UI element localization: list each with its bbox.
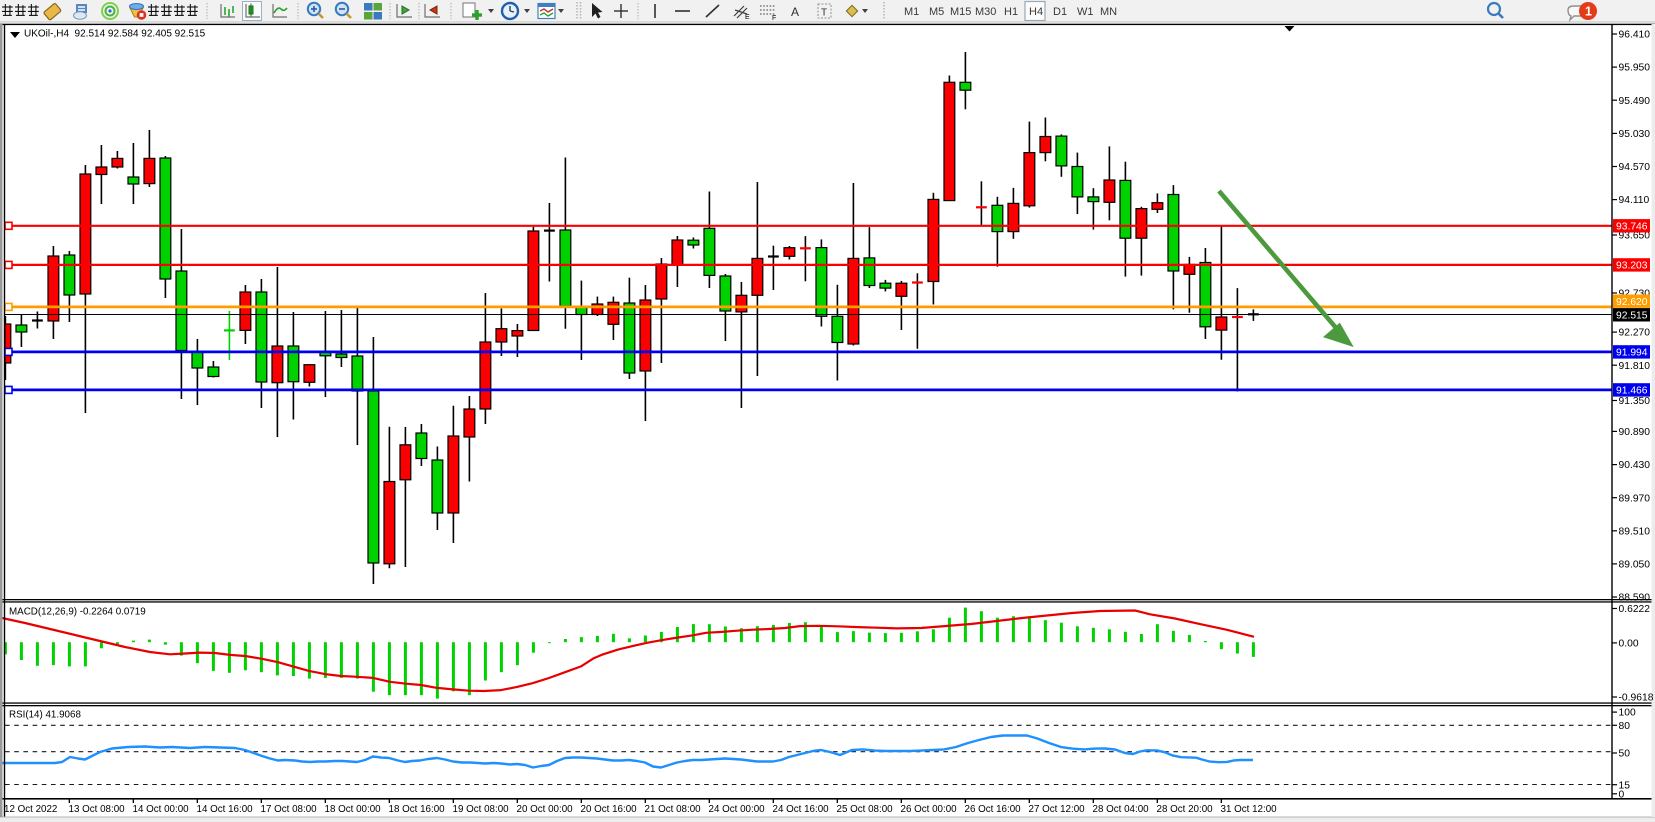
svg-text:M1: M1: [904, 6, 919, 18]
svg-text:D1: D1: [1053, 6, 1067, 18]
svg-text:91.350: 91.350: [1619, 396, 1651, 407]
svg-text:92.730: 92.730: [1619, 289, 1651, 300]
svg-text:26 Oct 00:00: 26 Oct 00:00: [901, 804, 958, 815]
svg-text:1: 1: [1585, 5, 1592, 19]
svg-text:13 Oct 08:00: 13 Oct 08:00: [69, 804, 126, 815]
svg-text:90.430: 90.430: [1619, 460, 1651, 471]
svg-text:M15: M15: [950, 6, 971, 18]
svg-text:17 Oct 08:00: 17 Oct 08:00: [261, 804, 318, 815]
svg-text:20 Oct 16:00: 20 Oct 16:00: [581, 804, 638, 815]
svg-text:18 Oct 00:00: 18 Oct 00:00: [325, 804, 382, 815]
svg-text:28 Oct 20:00: 28 Oct 20:00: [1157, 804, 1214, 815]
svg-text:0.6222: 0.6222: [1619, 604, 1651, 615]
svg-text:26 Oct 16:00: 26 Oct 16:00: [965, 804, 1022, 815]
svg-text:93.746: 93.746: [1616, 222, 1648, 233]
svg-text:96.410: 96.410: [1619, 30, 1651, 41]
svg-text:94.110: 94.110: [1619, 195, 1650, 206]
svg-text:27 Oct 12:00: 27 Oct 12:00: [1029, 804, 1086, 815]
svg-text:95.030: 95.030: [1619, 129, 1651, 140]
svg-text:MACD(12,26,9) -0.2264 0.0719: MACD(12,26,9) -0.2264 0.0719: [9, 607, 146, 618]
svg-text:18 Oct 16:00: 18 Oct 16:00: [389, 804, 446, 815]
svg-text:H1: H1: [1004, 6, 1018, 18]
svg-text:92.620: 92.620: [1616, 297, 1648, 308]
svg-text:89.050: 89.050: [1619, 560, 1651, 571]
svg-text:MN: MN: [1100, 6, 1117, 18]
svg-text:91.810: 91.810: [1619, 361, 1651, 372]
svg-text:0.00: 0.00: [1619, 639, 1639, 650]
svg-text:94.570: 94.570: [1619, 162, 1651, 173]
svg-text:91.466: 91.466: [1616, 386, 1648, 397]
svg-text:31 Oct 12:00: 31 Oct 12:00: [1221, 804, 1278, 815]
svg-text:91.994: 91.994: [1616, 348, 1648, 359]
svg-text:W1: W1: [1077, 6, 1094, 18]
svg-text:24 Oct 16:00: 24 Oct 16:00: [773, 804, 830, 815]
svg-text:-0.9618: -0.9618: [1619, 693, 1654, 704]
svg-text:93.203: 93.203: [1616, 261, 1648, 272]
svg-text:20 Oct 00:00: 20 Oct 00:00: [517, 804, 574, 815]
svg-text:92.270: 92.270: [1619, 328, 1651, 339]
svg-text:90.890: 90.890: [1619, 427, 1651, 438]
svg-text:50: 50: [1619, 749, 1631, 760]
svg-text:19 Oct 08:00: 19 Oct 08:00: [453, 804, 510, 815]
svg-text:14 Oct 16:00: 14 Oct 16:00: [197, 804, 254, 815]
svg-text:0: 0: [1619, 789, 1625, 800]
svg-text:A: A: [791, 5, 799, 19]
svg-text:H4: H4: [1029, 6, 1043, 18]
svg-text:E: E: [745, 14, 750, 21]
svg-text:28 Oct 04:00: 28 Oct 04:00: [1093, 804, 1150, 815]
svg-text:89.510: 89.510: [1619, 526, 1651, 537]
svg-text:95.490: 95.490: [1619, 96, 1651, 107]
svg-text:15: 15: [1619, 780, 1631, 791]
svg-text:RSI(14) 41.9068: RSI(14) 41.9068: [9, 710, 81, 721]
svg-text:T: T: [821, 8, 827, 19]
svg-text:95.950: 95.950: [1619, 63, 1651, 74]
svg-text:25 Oct 08:00: 25 Oct 08:00: [837, 804, 894, 815]
svg-text:12 Oct 2022: 12 Oct 2022: [4, 804, 57, 815]
svg-text:24 Oct 00:00: 24 Oct 00:00: [709, 804, 766, 815]
svg-text:92.515: 92.515: [1616, 311, 1648, 322]
svg-text:100: 100: [1619, 708, 1636, 719]
svg-text:M5: M5: [929, 6, 944, 18]
svg-text:80: 80: [1619, 721, 1631, 732]
svg-text:21 Oct 08:00: 21 Oct 08:00: [645, 804, 702, 815]
svg-text:14 Oct 00:00: 14 Oct 00:00: [133, 804, 190, 815]
svg-text:89.970: 89.970: [1619, 493, 1651, 504]
svg-text:M30: M30: [975, 6, 996, 18]
svg-text:F: F: [772, 15, 776, 22]
svg-text:88.590: 88.590: [1619, 593, 1651, 604]
svg-text:93.650: 93.650: [1619, 231, 1651, 242]
svg-text:UKOil-,H4 92.514 92.584 92.40: UKOil-,H4 92.514 92.584 92.405 92.515: [24, 29, 206, 40]
